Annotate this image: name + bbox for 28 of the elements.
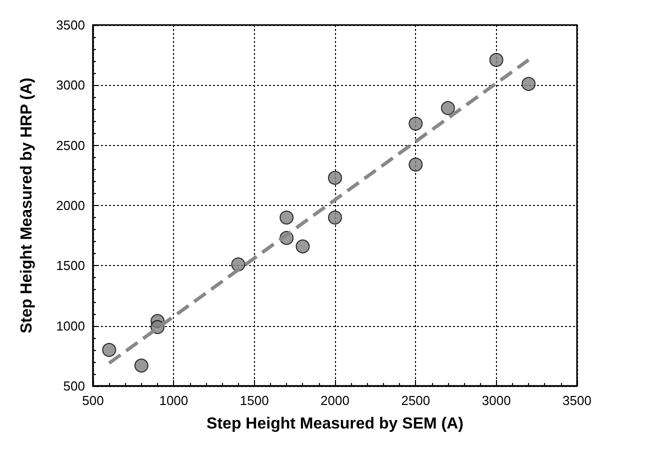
x-axis-title: Step Height Measured by SEM (A)	[206, 416, 464, 432]
point	[440, 101, 455, 116]
x-tick-label: 1500	[240, 393, 269, 408]
point	[489, 52, 504, 67]
y-tick-label: 1500	[56, 258, 85, 274]
y-tick-label: 3000	[56, 78, 85, 93]
point	[134, 358, 148, 373]
point	[522, 76, 536, 91]
point	[328, 170, 342, 185]
y-tick-label: 2500	[56, 138, 85, 153]
point	[231, 257, 246, 272]
y-tick-label: 500	[63, 378, 85, 394]
point	[280, 210, 294, 225]
x-tick-label: 500	[82, 393, 104, 408]
x-tick-label: 2000	[320, 393, 350, 408]
y-tick-label: 3500	[56, 18, 85, 32]
point	[102, 342, 116, 357]
y-tick-label: 1000	[56, 318, 85, 334]
point	[296, 239, 310, 254]
y-axis-title: Step Height Measured by HRP (A)	[18, 78, 36, 334]
point	[408, 158, 423, 172]
x-tick-label: 3500	[562, 393, 592, 408]
x-tick-label: 3000	[482, 393, 511, 408]
y-tick-label: 2000	[56, 198, 85, 213]
x-tick-label: 2500	[401, 393, 430, 408]
point	[328, 210, 342, 225]
point	[408, 116, 423, 131]
x-tick-label: 1000	[159, 393, 188, 408]
